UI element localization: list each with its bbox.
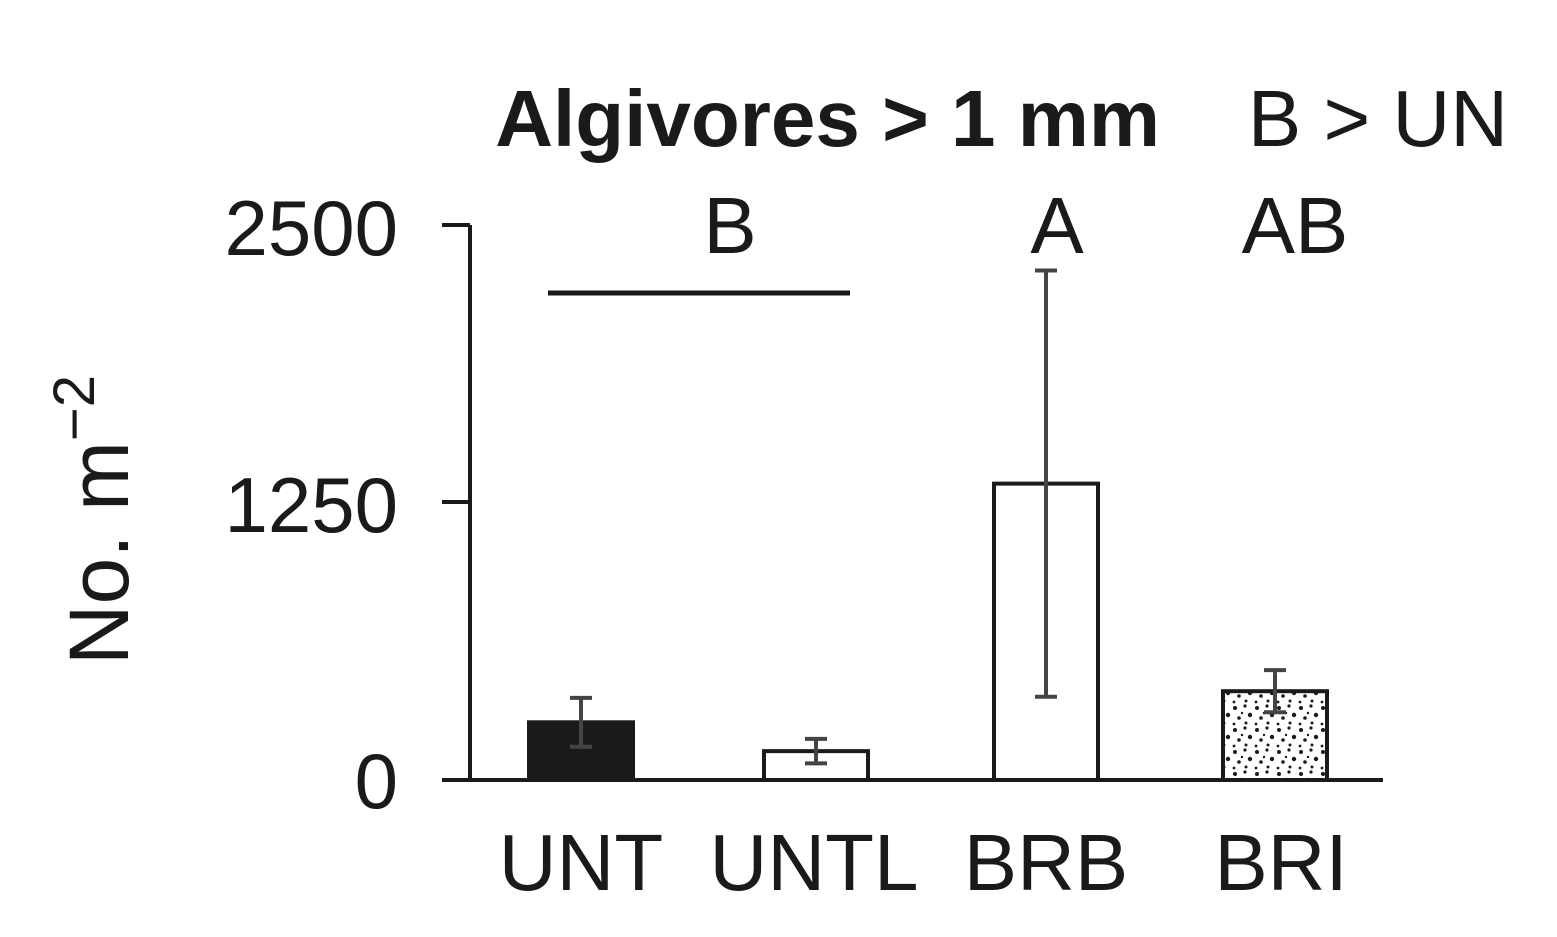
bars-group [527, 268, 1329, 783]
group-letter-a: A [1030, 181, 1084, 270]
x-category-label: BRB [964, 818, 1129, 907]
y-tick-label: 1250 [224, 461, 398, 549]
x-category-label: UNT [499, 818, 663, 907]
group-letter-b: B [703, 181, 756, 270]
group-letter-ab: AB [1242, 181, 1349, 270]
x-category-label: UNTL [710, 818, 919, 907]
y-tick-label: 0 [355, 737, 398, 825]
chart-title: Algivores > 1 mm [495, 74, 1160, 163]
y-axis-label: No. m−2 [42, 375, 146, 665]
comparison-label: B > UN [1248, 74, 1508, 163]
x-category-label: BRI [1214, 818, 1347, 907]
y-tick-label: 2500 [224, 184, 398, 272]
